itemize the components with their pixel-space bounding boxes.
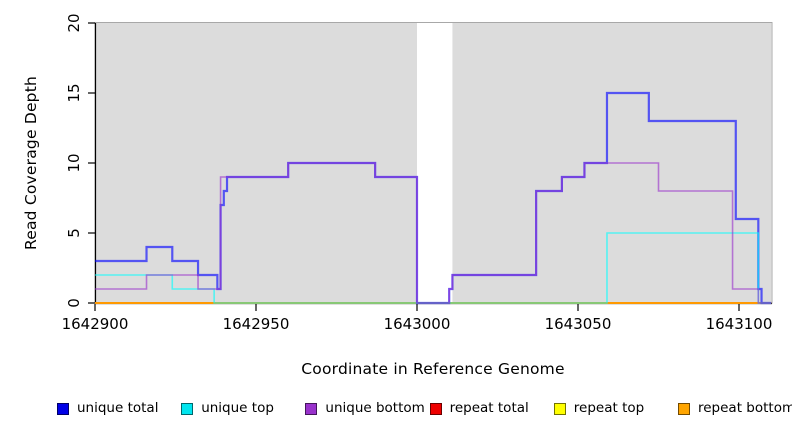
y-tick-label: 20: [65, 13, 83, 32]
y-tick-label: 0: [65, 298, 83, 308]
y-tick-label: 10: [65, 153, 83, 172]
x-tick-label: 1642950: [223, 315, 290, 333]
y-tick-label: 15: [65, 83, 83, 102]
x-tick-label: 1643050: [545, 315, 612, 333]
y-tick-label: 5: [65, 228, 83, 238]
x-tick-label: 1642900: [62, 315, 129, 333]
x-tick-label: 1643000: [384, 315, 451, 333]
series-unique_top-line: [95, 232, 772, 304]
x-axis-title: Coordinate in Reference Genome: [301, 360, 565, 378]
y-axis-title: Read Coverage Depth: [22, 75, 40, 251]
series-unique_bottom-line: [95, 162, 772, 304]
x-tick-label: 1643100: [706, 315, 773, 333]
